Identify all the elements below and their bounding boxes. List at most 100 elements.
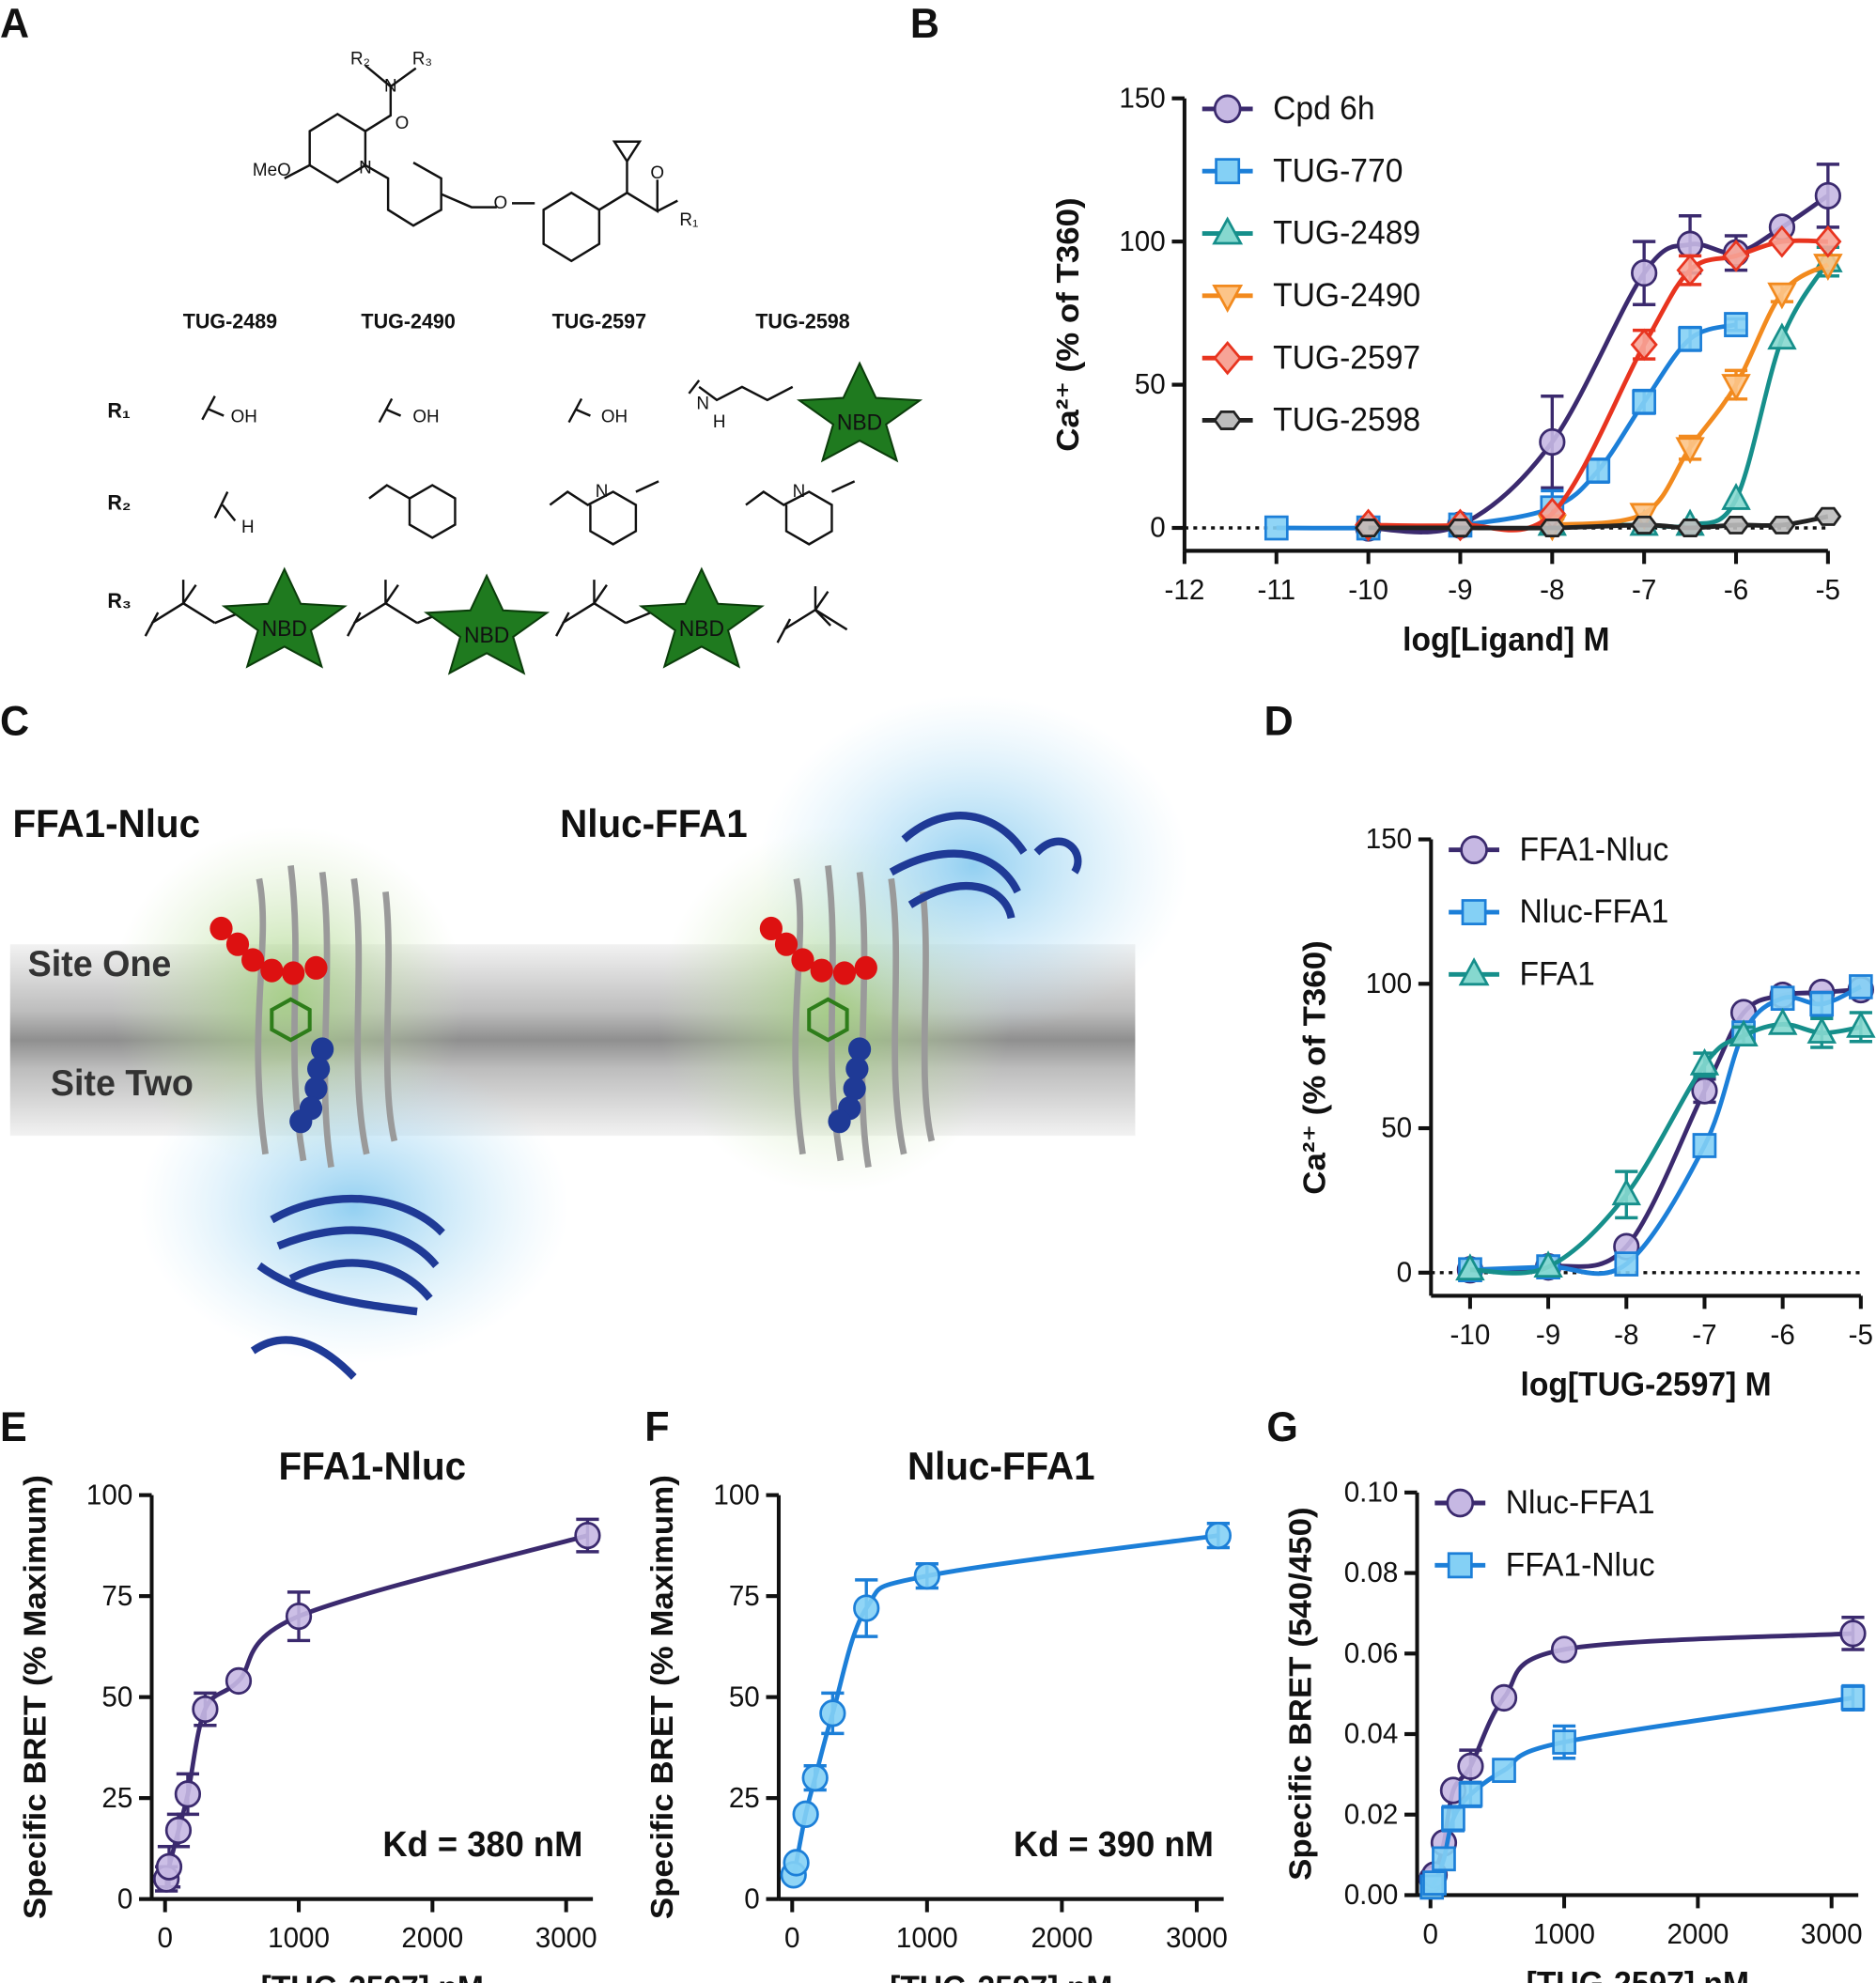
legend-label: FFA1-Nluc [1506, 1547, 1655, 1584]
marker [1770, 985, 1795, 1012]
panel-label: C [0, 698, 29, 745]
marker [1721, 374, 1751, 401]
legend-label: TUG-2490 [1273, 277, 1420, 314]
y-tick-label: 0 [744, 1883, 759, 1915]
legend-marker [1213, 94, 1242, 124]
marker [783, 1849, 810, 1877]
annotation: Kd = 390 nM [1014, 1824, 1214, 1865]
y-tick-label: 100 [713, 1480, 759, 1511]
x-axis-label: [TUG-2597] nM [1527, 1966, 1749, 1983]
marker [1264, 515, 1289, 541]
nbd-label: NBD [837, 410, 882, 434]
marker [1849, 974, 1873, 999]
marker [913, 1561, 940, 1590]
marker [1446, 519, 1474, 538]
x-tick-label: 0 [784, 1923, 799, 1955]
y-tick-label: 100 [1119, 225, 1165, 257]
y-tick-label: 0.08 [1344, 1557, 1399, 1589]
x-tick-label: -5 [1816, 574, 1840, 606]
x-tick-label: -9 [1536, 1319, 1560, 1351]
atom-label: N [384, 76, 397, 96]
x-tick-label: -10 [1450, 1319, 1491, 1351]
y-tick-label: 50 [101, 1681, 132, 1713]
atom-label: O [494, 194, 508, 213]
marker [1676, 519, 1704, 538]
marker [1492, 1758, 1516, 1783]
marker [1767, 282, 1797, 310]
legend-marker [1215, 158, 1241, 185]
marker [1768, 225, 1796, 258]
x-tick-label: 0 [157, 1923, 172, 1955]
nluc [250, 812, 1082, 1380]
marker [1840, 1685, 1866, 1711]
legend-marker [1446, 1488, 1475, 1518]
atom-label: O [395, 114, 410, 133]
marker [1729, 1019, 1759, 1046]
site-one-ligand [209, 916, 877, 985]
marker [1809, 991, 1835, 1017]
marker [1631, 259, 1658, 287]
marker [225, 1666, 253, 1696]
panel-label: A [0, 0, 29, 47]
site-label: Site One [28, 943, 172, 984]
structure-art [284, 64, 678, 263]
y-tick-label: 25 [101, 1782, 132, 1814]
x-tick-label: 1000 [268, 1923, 330, 1955]
marker [1767, 322, 1797, 350]
chart-title: Nluc-FFA1 [907, 1444, 1095, 1488]
atom-label: R₁ [679, 210, 698, 230]
y-tick-label: 100 [1366, 968, 1412, 999]
marker [1675, 437, 1705, 464]
marker [1204, 1521, 1233, 1550]
legend-label: FFA1-Nluc [1520, 831, 1669, 868]
marker [1457, 1752, 1484, 1780]
marker [1721, 483, 1751, 510]
nbd-label: NBD [679, 616, 724, 641]
x-axis-label: [TUG-2597] nM [261, 1970, 484, 1983]
compound-name: TUG-2598 [755, 309, 849, 333]
atom-label: H [713, 412, 726, 432]
y-tick-label: 0.02 [1344, 1799, 1399, 1831]
x-axis-label: log[TUG-2597] M [1520, 1367, 1771, 1403]
marker [1539, 427, 1566, 457]
x-tick-label: 2000 [1031, 1923, 1093, 1955]
marker [1676, 230, 1704, 258]
marker [1678, 326, 1702, 352]
x-tick-label: -10 [1348, 574, 1388, 606]
curve [1429, 1631, 1853, 1882]
x-tick-label: 1000 [1533, 1919, 1595, 1951]
marker [155, 1852, 183, 1881]
x-tick-label: 2000 [1667, 1919, 1729, 1951]
atom-label: N [696, 394, 709, 413]
atom-label: OH [412, 407, 439, 426]
legend-label: Nluc-FFA1 [1520, 894, 1669, 931]
marker [1689, 1047, 1720, 1076]
x-tick-label: -6 [1770, 1319, 1794, 1351]
compound-name: TUG-2490 [361, 309, 455, 333]
group-label: R₂ [107, 490, 131, 514]
marker [1724, 312, 1748, 337]
marker [792, 1800, 819, 1829]
compound-name: TUG-2489 [183, 309, 277, 333]
marker [174, 1780, 202, 1808]
marker [1846, 1010, 1876, 1038]
legend-marker [1460, 835, 1488, 865]
group-label: R₁ [107, 398, 130, 422]
marker [1552, 1729, 1576, 1755]
legend-marker [1461, 899, 1487, 925]
marker [1814, 506, 1842, 526]
panel-label: B [910, 0, 939, 47]
legend-label: TUG-770 [1273, 153, 1403, 190]
y-tick-label: 0 [117, 1883, 132, 1915]
legend-marker [1212, 216, 1244, 245]
marker [1630, 328, 1658, 362]
compound-name: TUG-2597 [552, 309, 646, 333]
helices [255, 865, 936, 1169]
y-axis-label: Specific BRET (540/450) [1283, 1507, 1318, 1881]
marker [1839, 1619, 1867, 1648]
atom-label: R₂ [350, 49, 370, 69]
legend-label: FFA1 [1520, 956, 1595, 993]
